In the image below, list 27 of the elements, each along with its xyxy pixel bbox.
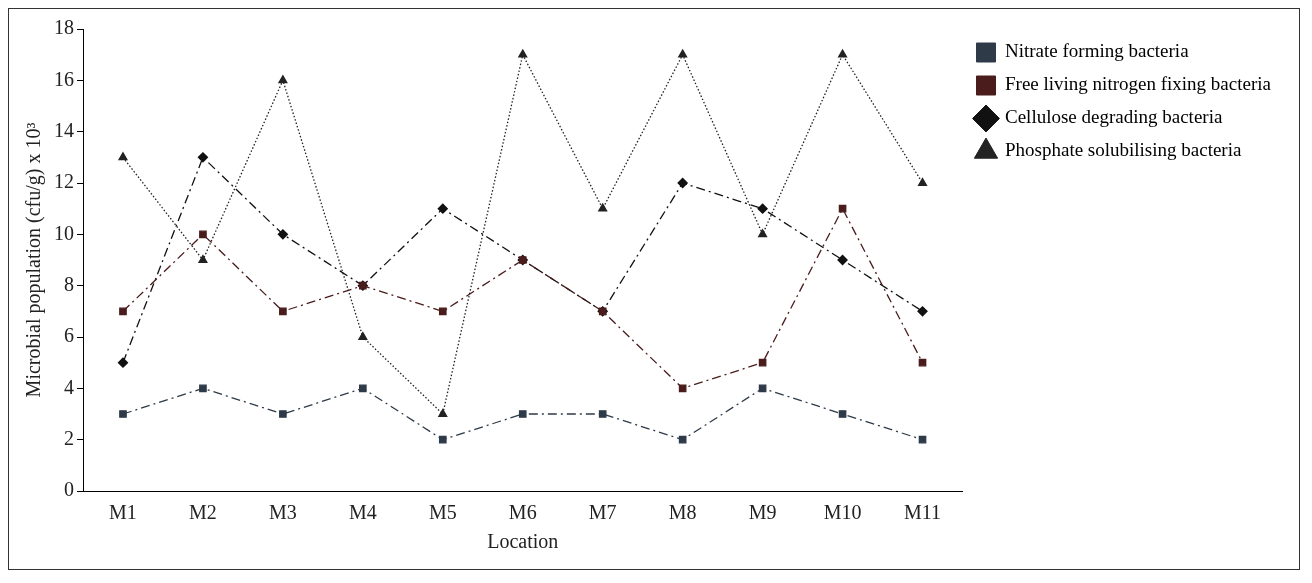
x-tick-label: M3 xyxy=(268,501,297,524)
y-tick-label: 4 xyxy=(64,375,74,398)
x-tick-label: M1 xyxy=(109,501,137,524)
x-axis-title: Location xyxy=(487,530,559,553)
x-tick-label: M4 xyxy=(348,501,377,524)
x-tick-label: M8 xyxy=(668,501,697,524)
y-tick-label: 18 xyxy=(54,16,74,39)
x-tick-label: M10 xyxy=(823,501,862,524)
x-tick-label: M7 xyxy=(588,501,617,524)
legend-label: Free living nitrogen fixing bacteria xyxy=(1005,73,1272,95)
y-tick-label: 6 xyxy=(64,324,74,347)
x-tick-label: M11 xyxy=(904,501,942,524)
y-tick-label: 2 xyxy=(64,426,74,449)
x-tick-label: M6 xyxy=(508,501,537,524)
x-tick-label: M2 xyxy=(189,501,217,524)
y-axis-title: Microbial population (cfu/g) x 10³ xyxy=(22,122,46,398)
x-tick-label: M5 xyxy=(428,501,457,524)
y-tick-label: 0 xyxy=(64,478,74,501)
y-tick-label: 16 xyxy=(54,67,74,90)
legend-label: Phosphate solubilising bacteria xyxy=(1005,139,1242,161)
y-tick-label: 8 xyxy=(64,272,74,295)
legend-label: Nitrate forming bacteria xyxy=(1005,40,1190,62)
y-tick-label: 14 xyxy=(54,118,74,141)
legend-label: Cellulose degrading bacteria xyxy=(1005,106,1223,128)
y-tick-label: 10 xyxy=(54,221,74,244)
y-tick-label: 12 xyxy=(54,170,74,193)
x-tick-label: M9 xyxy=(748,501,777,524)
